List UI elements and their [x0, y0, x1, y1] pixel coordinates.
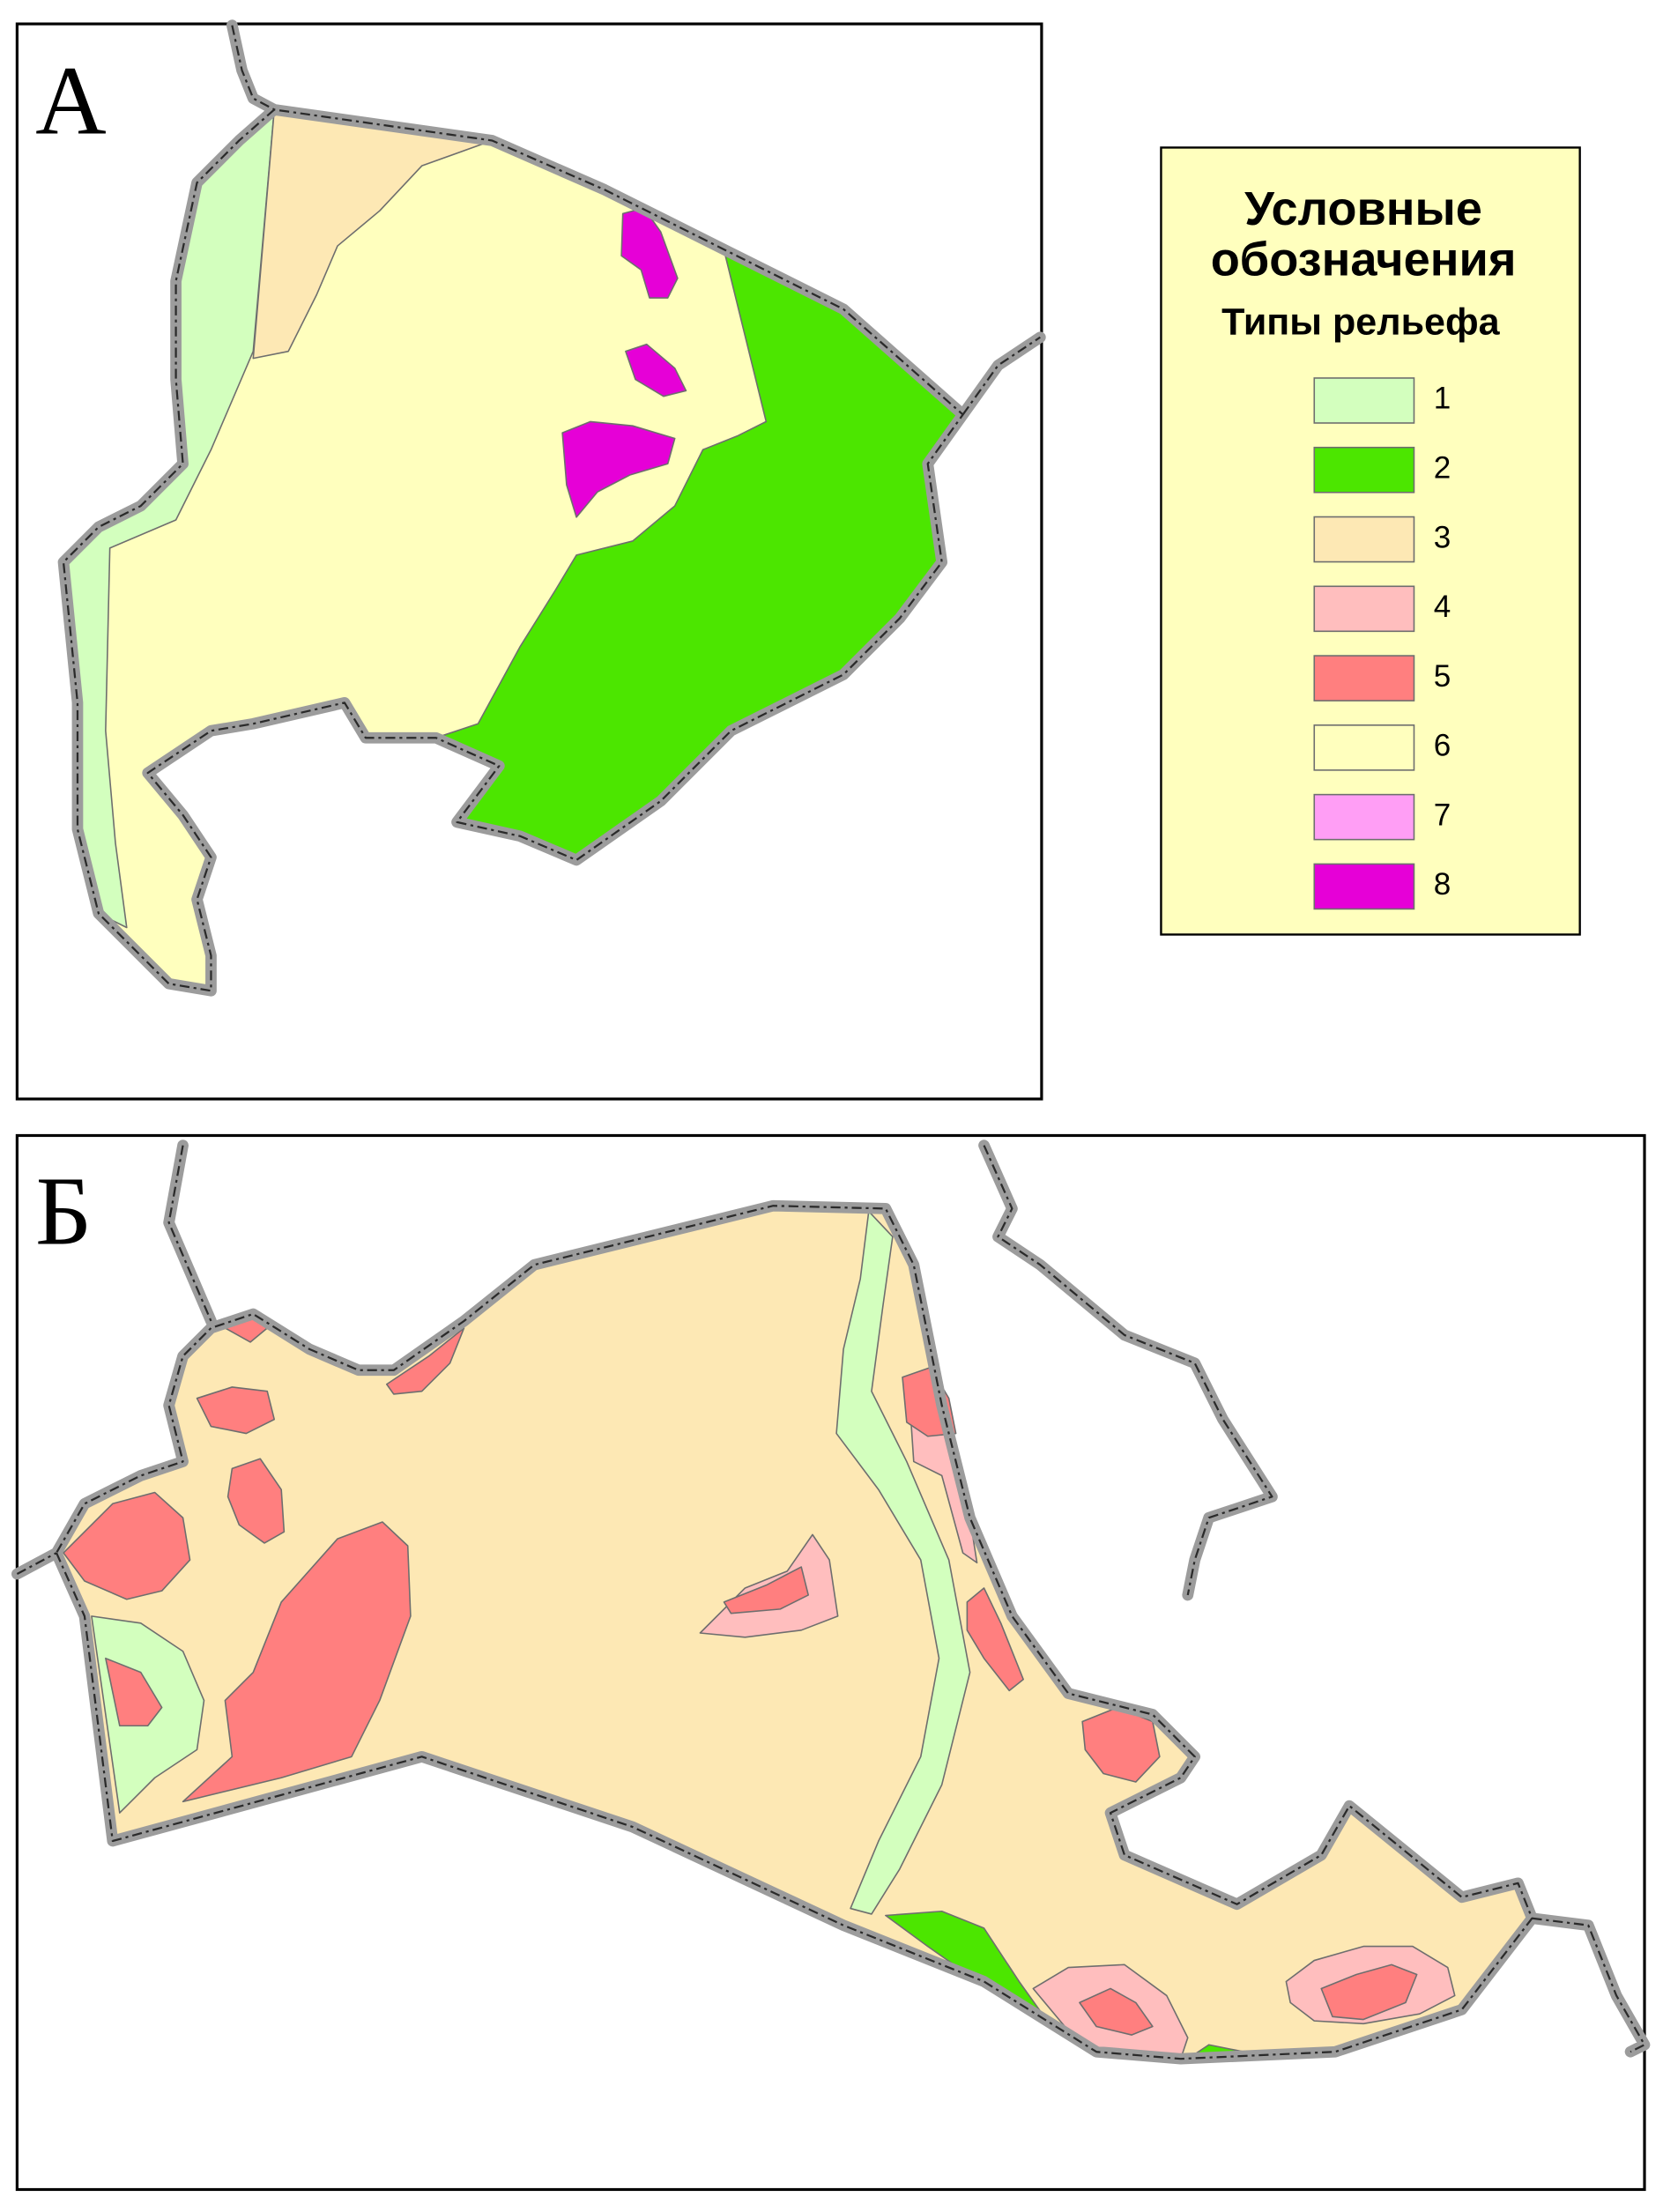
relief-area: [252, 108, 494, 360]
legend-swatch: [1313, 377, 1415, 424]
relief-area: [63, 1491, 191, 1600]
relief-area: [385, 1327, 465, 1395]
legend-title: обозначения: [1211, 234, 1517, 286]
legend-label: 2: [1434, 451, 1451, 486]
legend-label: 1: [1434, 382, 1451, 416]
relief-area: [1079, 1987, 1154, 2036]
legend-swatch: [1313, 793, 1415, 841]
legend-label: 8: [1434, 867, 1451, 902]
legend-swatch: [1313, 516, 1415, 563]
legend-subtitle: Типы рельефа: [1221, 301, 1500, 344]
relief-area: [182, 1521, 412, 1803]
legend-swatch: [1313, 585, 1415, 633]
relief-area: [723, 1566, 809, 1614]
relief-area: [196, 1386, 276, 1435]
legend-label: 5: [1434, 659, 1451, 694]
relief-area: [835, 1210, 971, 1915]
legend-swatch: [1313, 863, 1415, 910]
relief-area: [105, 1657, 163, 1727]
legend-label: 7: [1434, 798, 1451, 832]
legend: Условные обозначения Типы рельефа 1 2 3 4 5 6…: [1160, 146, 1581, 936]
legend-swatch: [1313, 724, 1415, 771]
legend-title: Условные: [1244, 182, 1482, 235]
legend-label: 6: [1434, 729, 1451, 763]
map-b: [11, 1139, 1651, 2065]
panel-label: Б: [35, 1157, 92, 1266]
relief-area: [966, 1587, 1024, 1692]
boundary: [57, 19, 1046, 997]
legend-swatch: [1313, 655, 1415, 701]
legend-label: 3: [1434, 520, 1451, 554]
boundary: [16, 1145, 1646, 2060]
relief-area: [226, 1458, 286, 1544]
relief-area: [625, 343, 687, 397]
legend-label: 4: [1434, 590, 1451, 624]
map-a: [57, 19, 1046, 997]
legend-swatch: [1313, 446, 1415, 494]
relief-area: [561, 420, 676, 518]
panel-label: А: [35, 47, 107, 155]
relief-area: [1320, 1963, 1418, 2021]
